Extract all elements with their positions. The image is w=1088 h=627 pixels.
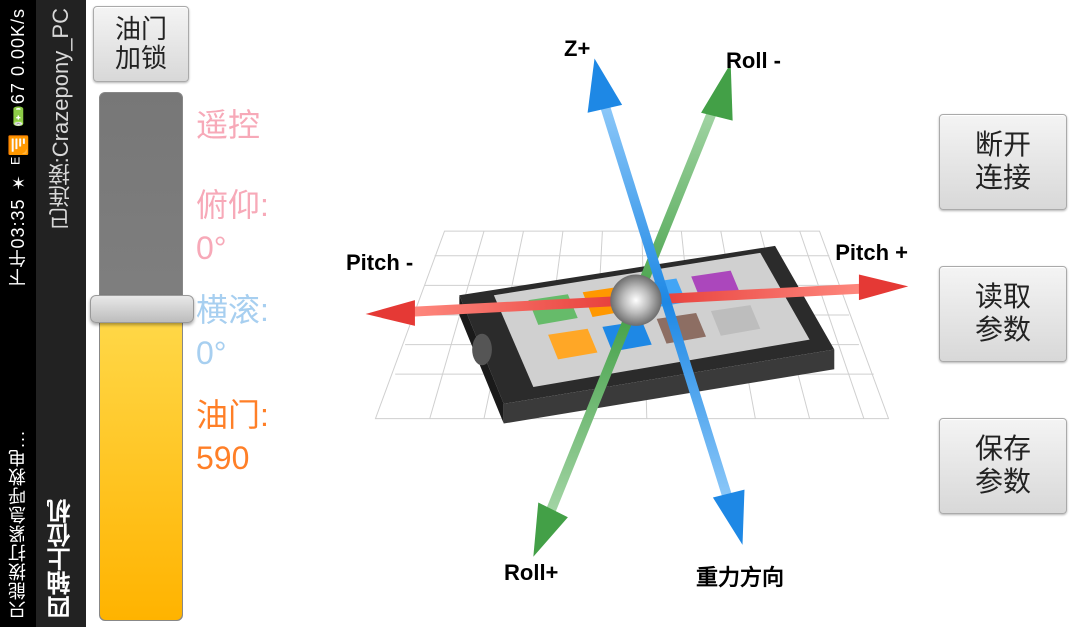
pitch-value: 0° <box>196 230 336 267</box>
diagram-svg <box>336 0 928 627</box>
rc-label: 遥控 <box>196 100 336 146</box>
pitch-label: 俯仰: <box>196 180 336 226</box>
app-title-bar: 已连接:Crazepony_PC 四轴上位机 <box>36 0 86 627</box>
throttle-lock-button[interactable]: 油门 加锁 <box>93 6 189 82</box>
throttle-slider-thumb[interactable] <box>90 295 194 323</box>
telemetry-readings: 遥控 俯仰: 0° 横滚: 0° 油门: 590 <box>196 0 336 627</box>
disconnect-button[interactable]: 断开 连接 <box>939 114 1067 210</box>
label-roll-plus: Roll+ <box>504 560 558 586</box>
right-button-column: 断开 连接 读取 参数 保存 参数 <box>928 0 1088 627</box>
throttle-column: 油门 加锁 <box>86 0 196 627</box>
status-icons: ✶ ᴱ📶 🔋67 <box>8 82 28 192</box>
label-roll-minus: Roll - <box>726 48 781 74</box>
save-params-button[interactable]: 保存 参数 <box>939 418 1067 514</box>
roll-label: 横滚: <box>196 285 336 331</box>
throttle-label: 油门: <box>196 390 336 436</box>
app-title: 四轴上位机 <box>44 499 79 619</box>
throttle-slider-fill <box>100 309 182 620</box>
throttle-value: 590 <box>196 440 336 477</box>
status-netspeed: 0.00K/s <box>8 8 28 76</box>
origin-sphere <box>610 275 661 326</box>
orientation-diagram: Z+ Roll - Pitch - Pitch + Roll+ 重力方向 <box>336 0 928 627</box>
label-pitch-minus: Pitch - <box>346 250 413 276</box>
roll-value: 0° <box>196 335 336 372</box>
status-time: 下午03:35 <box>8 198 28 286</box>
connection-status: 已连接:Crazepony_PC <box>45 8 77 229</box>
android-status-bar: 下午03:35 ✶ ᴱ📶 🔋67 0.00K/s 只能拨打紧急呼救电... <box>0 0 36 627</box>
read-params-button[interactable]: 读取 参数 <box>939 266 1067 362</box>
status-notification: 只能拨打紧急呼救电... <box>8 430 28 619</box>
label-gravity: 重力方向 <box>696 560 784 592</box>
throttle-slider[interactable] <box>99 92 183 621</box>
label-z-plus: Z+ <box>564 36 590 62</box>
label-pitch-plus: Pitch + <box>835 240 908 266</box>
